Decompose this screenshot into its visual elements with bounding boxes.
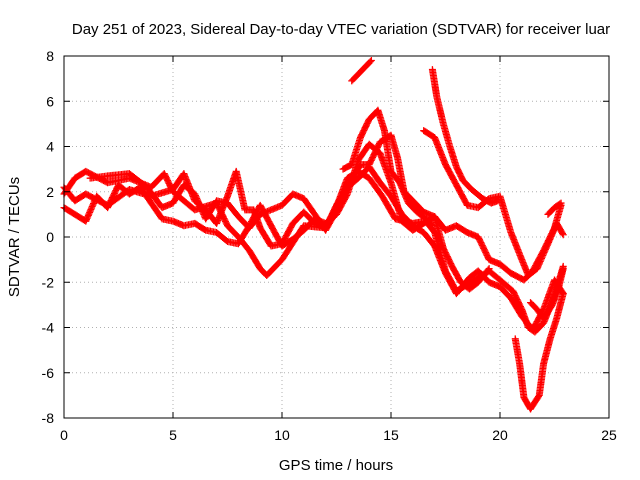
data-point-marker (557, 199, 565, 207)
x-tick-label: 15 (383, 427, 399, 443)
series-track-i (511, 290, 567, 413)
data-points (60, 57, 567, 413)
y-tick-label: 0 (46, 229, 54, 245)
data-point-marker (484, 266, 492, 274)
series-track-d (86, 131, 565, 284)
y-tick-label: -4 (42, 320, 55, 336)
series-track-e (339, 106, 436, 230)
data-point-marker (494, 197, 502, 205)
series-track-k (544, 199, 565, 218)
y-tick-label: 2 (46, 184, 54, 200)
data-point-marker (367, 57, 375, 65)
x-tick-label: 10 (274, 427, 290, 443)
chart-title: Day 251 of 2023, Sidereal Day-to-day VTE… (72, 21, 610, 38)
series-track-h (428, 66, 502, 207)
x-tick-label: 0 (60, 427, 68, 443)
y-tick-label: 6 (46, 93, 54, 109)
y-tick-label: -2 (42, 274, 55, 290)
data-point-marker (558, 229, 566, 237)
y-tick-label: -6 (42, 365, 55, 381)
data-point-marker (366, 58, 374, 66)
series-track-j (527, 265, 567, 322)
x-axis-label: GPS time / hours (279, 457, 393, 474)
y-tick-label: 8 (46, 48, 54, 64)
data-point-marker (556, 200, 564, 208)
data-point-marker (559, 231, 567, 239)
y-tick-label: 4 (46, 139, 54, 155)
series-track-g (420, 127, 567, 279)
data-point-marker (559, 290, 567, 298)
data-point-marker (427, 221, 435, 229)
data-point-marker (428, 222, 436, 230)
y-tick-label: -8 (42, 410, 55, 426)
axis-ticks: 0 5 10 15 20 25 -8 -6 -4 -2 0 2 4 6 8 (42, 48, 617, 443)
data-point-marker (559, 265, 567, 273)
y-axis-label: SDTVAR / TECUs (6, 177, 23, 297)
series-track-f (348, 57, 375, 85)
x-tick-label: 20 (492, 427, 508, 443)
grid-lines (64, 56, 609, 418)
data-point-marker (485, 265, 493, 273)
x-tick-label: 5 (169, 427, 177, 443)
x-tick-label: 25 (601, 427, 617, 443)
